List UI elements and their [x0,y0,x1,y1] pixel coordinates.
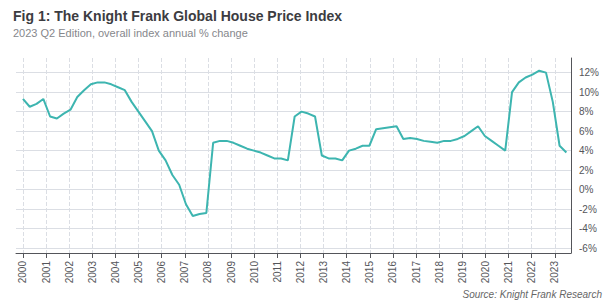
svg-text:2013: 2013 [318,261,329,284]
svg-text:6%: 6% [579,126,594,137]
svg-text:2008: 2008 [202,261,213,284]
svg-text:2%: 2% [579,165,594,176]
svg-text:2011: 2011 [272,261,283,283]
svg-text:Fig 1: The Knight Frank Global: Fig 1: The Knight Frank Global House Pri… [13,8,342,24]
svg-text:0%: 0% [579,184,594,195]
svg-text:2015: 2015 [364,261,375,284]
svg-text:4%: 4% [579,145,594,156]
svg-text:2020: 2020 [480,261,491,284]
svg-text:2021: 2021 [503,261,514,284]
svg-text:-6%: -6% [579,243,597,254]
svg-text:2022: 2022 [526,261,537,284]
svg-text:2019: 2019 [457,261,468,284]
svg-text:2018: 2018 [434,261,445,284]
svg-text:2006: 2006 [156,261,167,284]
svg-text:2009: 2009 [226,261,237,284]
svg-text:12%: 12% [579,67,599,78]
svg-text:2017: 2017 [411,261,422,284]
svg-text:10%: 10% [579,87,599,98]
svg-text:2000: 2000 [17,261,28,284]
svg-text:2004: 2004 [110,261,121,284]
svg-text:2012: 2012 [295,261,306,284]
svg-text:2014: 2014 [341,261,352,284]
svg-text:Source: Knight Frank Research: Source: Knight Frank Research [462,289,602,300]
svg-text:2010: 2010 [249,261,260,284]
svg-text:2002: 2002 [64,261,75,284]
svg-text:2023 Q2 Edition, overall index: 2023 Q2 Edition, overall index annual % … [13,27,248,39]
svg-text:2003: 2003 [87,261,98,284]
svg-text:2016: 2016 [387,261,398,284]
svg-text:2001: 2001 [41,261,52,284]
svg-text:2007: 2007 [179,261,190,284]
svg-text:2023: 2023 [549,261,560,284]
svg-text:-2%: -2% [579,204,597,215]
svg-text:-4%: -4% [579,223,597,234]
svg-text:8%: 8% [579,106,594,117]
svg-text:2005: 2005 [133,261,144,284]
